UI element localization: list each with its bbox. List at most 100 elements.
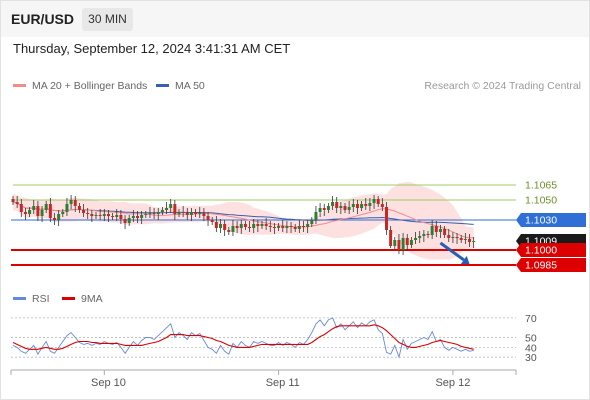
candle-body bbox=[94, 215, 98, 216]
candle-body bbox=[57, 214, 61, 220]
candle-body bbox=[331, 202, 335, 206]
candle-body bbox=[131, 216, 135, 218]
candle-body bbox=[401, 238, 405, 250]
x-tick-label: Sep 10 bbox=[91, 377, 126, 389]
candles bbox=[11, 195, 476, 255]
level-tag-2: 1.1030 bbox=[516, 213, 586, 227]
candle-body bbox=[90, 214, 94, 216]
level-label: 1.1030 bbox=[525, 215, 557, 227]
candle-body bbox=[360, 204, 364, 208]
candle-body bbox=[376, 199, 380, 204]
candle-body bbox=[310, 220, 314, 224]
candle-body bbox=[19, 204, 23, 212]
legend-rsi-ma-label: 9MA bbox=[81, 293, 103, 305]
candle-body bbox=[430, 226, 434, 235]
candle-body bbox=[77, 206, 81, 210]
candle-body bbox=[194, 212, 198, 214]
rsi-tick-label: 70 bbox=[525, 313, 537, 325]
candle-body bbox=[102, 214, 106, 216]
candle-body bbox=[335, 202, 339, 208]
candle-body bbox=[48, 204, 52, 218]
timeframe-button[interactable]: 30 MIN bbox=[82, 8, 133, 31]
candle-body bbox=[248, 227, 252, 228]
candle-body bbox=[389, 230, 393, 246]
candle-body bbox=[463, 239, 467, 240]
level-label: 1.1050 bbox=[525, 195, 557, 207]
level-label: 1.1000 bbox=[525, 245, 557, 257]
candle-body bbox=[434, 226, 438, 232]
candle-body bbox=[272, 227, 276, 228]
candle-body bbox=[455, 237, 459, 238]
candle-body bbox=[385, 207, 388, 230]
candle-body bbox=[372, 199, 376, 203]
candle-body bbox=[239, 224, 243, 228]
candle-body bbox=[438, 229, 442, 232]
candle-body bbox=[339, 206, 343, 208]
rsi-ma-line bbox=[12, 324, 474, 350]
x-tick-label: Sep 11 bbox=[266, 377, 300, 389]
candle-body bbox=[61, 212, 65, 214]
candle-body bbox=[418, 236, 422, 238]
rsi-ma-swatch bbox=[62, 296, 75, 300]
candle-body bbox=[40, 210, 44, 216]
candle-body bbox=[260, 224, 264, 226]
candle-body bbox=[281, 226, 285, 228]
candle-body bbox=[314, 212, 318, 220]
candle-body bbox=[32, 206, 36, 210]
candle-body bbox=[227, 230, 231, 232]
candle-body bbox=[160, 210, 164, 212]
candle-body bbox=[11, 199, 15, 202]
legend-ma20-label: MA 20 + Bollinger Bands bbox=[32, 80, 148, 92]
level-tag-bg bbox=[516, 243, 586, 257]
candle-body bbox=[181, 212, 185, 213]
level-tag-4: 1.1000 bbox=[516, 243, 586, 257]
candle-body bbox=[409, 240, 413, 245]
candle-body bbox=[326, 206, 330, 210]
candle-body bbox=[23, 212, 27, 214]
candle-body bbox=[397, 240, 401, 250]
candle-body bbox=[422, 234, 426, 236]
candle-body bbox=[136, 216, 139, 218]
datetime-label: Thursday, September 12, 2024 3:41:31 AM … bbox=[13, 41, 291, 56]
candle-body bbox=[223, 224, 227, 230]
rsi-tick-label: 40 bbox=[525, 342, 537, 354]
candle-body bbox=[206, 216, 210, 220]
candle-body bbox=[322, 208, 326, 210]
candle-body bbox=[426, 234, 430, 235]
candle-body bbox=[198, 213, 202, 214]
candle-body bbox=[306, 224, 310, 227]
candle-body bbox=[219, 224, 222, 228]
candle-body bbox=[156, 212, 160, 214]
rsi-tick-label: 50 bbox=[525, 333, 537, 345]
candle-body bbox=[347, 207, 351, 210]
candle-body bbox=[185, 213, 189, 215]
ma20-line bbox=[12, 201, 474, 239]
candle-body bbox=[468, 239, 471, 242]
candle-body bbox=[355, 204, 359, 208]
candle-body bbox=[243, 224, 247, 227]
candle-body bbox=[119, 215, 123, 219]
candle-body bbox=[202, 213, 206, 216]
candle-body bbox=[443, 229, 447, 235]
candle-body bbox=[231, 226, 235, 232]
ma50-swatch bbox=[156, 83, 169, 87]
candle-body bbox=[53, 218, 56, 220]
candle-body bbox=[69, 200, 73, 204]
candle-body bbox=[140, 215, 144, 218]
candle-body bbox=[268, 226, 272, 227]
level-tag-bg bbox=[516, 258, 586, 272]
candle-body bbox=[285, 226, 289, 228]
candle-body bbox=[152, 213, 156, 214]
level-tag-bg bbox=[516, 213, 586, 227]
candle-body bbox=[343, 206, 347, 210]
candle-body bbox=[472, 241, 476, 242]
candle-body bbox=[169, 204, 173, 208]
symbol-title: EUR/USD bbox=[11, 11, 75, 27]
candle-body bbox=[414, 238, 418, 240]
level-tag-5: 1.0985 bbox=[516, 258, 586, 272]
candle-body bbox=[293, 227, 297, 229]
candle-body bbox=[297, 226, 301, 229]
candle-body bbox=[264, 224, 268, 226]
candle-body bbox=[127, 218, 131, 223]
